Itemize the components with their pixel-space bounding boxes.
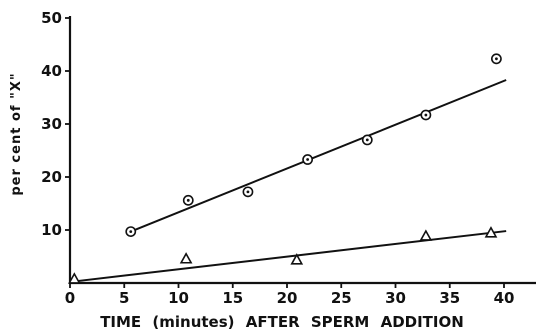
circle-center-dot	[424, 113, 428, 117]
y-tick-label: 30	[41, 115, 62, 133]
data-points	[67, 53, 502, 284]
y-tick-label: 20	[41, 168, 62, 186]
y-tick-label: 10	[41, 221, 62, 239]
triangle-point	[290, 253, 304, 265]
circle-dot-point	[302, 154, 314, 165]
circle-dot-point	[182, 194, 194, 206]
y-axis-label: per cent of "X"	[9, 72, 24, 195]
triangle-point	[67, 272, 81, 284]
x-tick-label: 40	[494, 289, 515, 307]
y-tick-label: 40	[41, 62, 62, 80]
x-tick-label: 20	[277, 289, 298, 307]
circle-dot-point	[242, 186, 254, 198]
tick-group: 0 5 10 15 20 25 30 35 40 10 20 30 40 50	[41, 9, 514, 307]
triangle-point	[419, 229, 433, 241]
circle-center-dot	[495, 57, 498, 61]
triangle-point	[179, 252, 193, 264]
x-tick-label: 10	[168, 289, 189, 307]
circle-center-dot	[129, 230, 133, 233]
triangle-point	[484, 226, 498, 238]
circle-dot-point	[125, 226, 137, 237]
circle-center-dot	[365, 138, 369, 142]
circle-dot-point	[491, 53, 502, 65]
x-axis-label: TIME (minutes) AFTER SPERM ADDITION	[100, 313, 464, 331]
axes	[68, 16, 536, 285]
x-tick-label: 5	[119, 289, 129, 307]
x-tick-label: 0	[65, 289, 75, 307]
x-tick-label: 15	[222, 289, 243, 307]
y-tick-label: 50	[41, 9, 62, 27]
x-tick-label: 30	[385, 289, 406, 307]
x-tick-label: 35	[439, 289, 460, 307]
fit-line-series-1	[130, 79, 507, 233]
circle-dot-point	[361, 134, 373, 146]
circle-dot-point	[420, 109, 432, 121]
fit-lines	[69, 79, 507, 283]
circle-center-dot	[306, 158, 310, 161]
x-tick-label: 25	[331, 289, 352, 307]
circle-center-dot	[186, 198, 190, 202]
fit-line-series-2	[69, 230, 507, 283]
circle-center-dot	[246, 190, 250, 194]
